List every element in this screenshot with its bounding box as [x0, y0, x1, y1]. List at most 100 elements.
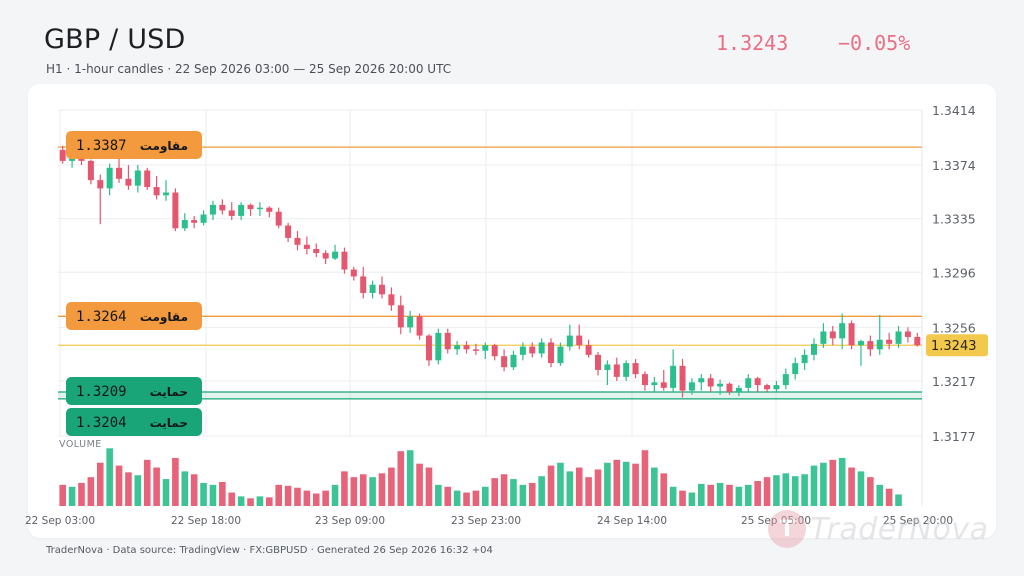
- volume-bar: [688, 492, 696, 506]
- watermark: T TraderNova: [768, 510, 988, 548]
- candle-down: [172, 192, 179, 229]
- candle-down: [529, 346, 536, 354]
- candle-down: [379, 284, 385, 295]
- volume-bar: [125, 472, 132, 506]
- candle-up: [839, 323, 846, 339]
- volume-bar: [303, 490, 311, 506]
- footer-credits: TraderNova · Data source: TradingView · …: [46, 545, 493, 556]
- candle-up: [717, 383, 724, 387]
- candle-up: [735, 387, 742, 392]
- candle-down: [294, 237, 301, 245]
- candle-up: [651, 382, 658, 386]
- volume-bar: [857, 471, 865, 506]
- candle-down: [144, 170, 151, 188]
- volume-bar: [735, 486, 743, 506]
- last-price-badge: [926, 334, 988, 357]
- candle-up: [811, 343, 817, 355]
- candle-down: [829, 331, 836, 339]
- volume-bar: [651, 467, 658, 506]
- volume-bar: [181, 471, 189, 506]
- price-change: −0.05%: [838, 31, 911, 55]
- volume-bar: [669, 486, 677, 506]
- volume-bar: [613, 459, 621, 506]
- candle-up: [876, 339, 883, 350]
- tradernova-logo-icon: T: [768, 510, 806, 548]
- candle-up: [163, 192, 169, 196]
- candle-up: [895, 331, 902, 344]
- volume-bar: [810, 465, 818, 506]
- candle-up: [407, 316, 414, 328]
- volume-bar: [378, 473, 386, 506]
- candle-down: [632, 363, 639, 375]
- volume-bar: [463, 492, 470, 506]
- candle-up: [256, 207, 263, 210]
- volume-bar: [68, 486, 76, 506]
- resistance-level-label: مقاومت: [140, 310, 188, 325]
- candle-down: [341, 251, 348, 270]
- candle-up: [623, 363, 630, 377]
- candle-up: [181, 220, 188, 229]
- y-tick-label: 1.3217: [932, 374, 976, 389]
- volume-bar: [59, 484, 66, 506]
- volume-bar: [294, 487, 301, 506]
- candle-down: [125, 178, 132, 186]
- current-price: 1.3243: [716, 31, 789, 55]
- candle-down: [613, 364, 620, 377]
- volume-bar: [500, 474, 508, 506]
- candle-up: [688, 382, 695, 391]
- x-tick-label: 23 Sep 23:00: [451, 515, 521, 527]
- volume-bar: [87, 477, 95, 506]
- volume-bar: [416, 463, 423, 506]
- volume-bar: [425, 467, 433, 506]
- support-level-value: 1.3209: [76, 384, 127, 400]
- candle-down: [275, 211, 282, 226]
- candle-down: [904, 331, 911, 337]
- volume-bar: [200, 482, 207, 506]
- candle-up: [519, 346, 526, 355]
- candle-up: [106, 167, 113, 189]
- volume-bar: [153, 467, 160, 506]
- candle-down: [764, 385, 771, 390]
- volume-bar: [773, 475, 780, 506]
- volume-bar: [312, 493, 320, 506]
- volume-bar: [96, 462, 104, 506]
- support-label-box: [66, 377, 202, 405]
- volume-bar: [538, 476, 545, 506]
- volume-bar: [716, 482, 724, 506]
- volume-bar: [885, 488, 893, 506]
- candle-up: [670, 365, 677, 388]
- y-tick-label: 1.3335: [932, 212, 976, 227]
- candle-up: [538, 342, 545, 354]
- candle-down: [285, 225, 292, 238]
- candle-up: [557, 346, 564, 364]
- candle-down: [116, 167, 123, 179]
- candle-down: [303, 244, 310, 249]
- volume-bar: [660, 473, 668, 506]
- volume-bar: [256, 496, 264, 506]
- watermark-text: TraderNova: [810, 511, 989, 547]
- candle-up: [134, 170, 141, 186]
- volume-bar: [679, 490, 686, 506]
- resistance-label-box: [66, 302, 202, 330]
- candle-down: [87, 160, 94, 181]
- candle-up: [773, 385, 780, 390]
- x-tick-label: 22 Sep 03:00: [25, 515, 95, 527]
- candle-down: [585, 345, 592, 355]
- candle-down: [576, 335, 583, 346]
- resistance-label-box: [66, 131, 202, 159]
- volume-bar: [632, 463, 639, 506]
- candle-up: [332, 251, 339, 259]
- y-tick-label: 1.3374: [932, 158, 976, 173]
- volume-bar: [397, 451, 405, 506]
- volume-bar: [78, 482, 85, 506]
- volume-bar: [547, 465, 555, 506]
- volume-bar: [585, 477, 592, 506]
- candle-up: [604, 364, 611, 370]
- volume-bar: [219, 481, 226, 506]
- volume-bar: [566, 471, 574, 506]
- resistance-level-value: 1.3264: [76, 309, 127, 325]
- candle-down: [472, 349, 479, 351]
- volume-bar: [820, 462, 827, 506]
- candle-down: [595, 354, 601, 370]
